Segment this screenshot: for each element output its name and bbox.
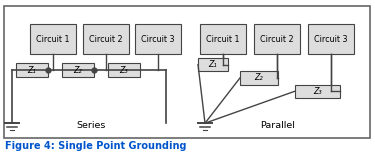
Text: Series: Series [76,121,106,130]
Bar [200,24,246,54]
Bar [30,24,76,54]
Bar [308,24,354,54]
Bar [108,63,140,77]
Text: Z₃: Z₃ [120,65,128,75]
Text: Z₂: Z₂ [255,73,263,82]
Bar [135,24,181,54]
Text: Figure 4: Single Point Grounding: Figure 4: Single Point Grounding [5,141,186,151]
Text: Circuit 1: Circuit 1 [206,35,240,44]
Bar [62,63,94,77]
Text: Parallel: Parallel [261,121,296,130]
Text: Z₁: Z₁ [209,60,218,69]
Bar [83,24,129,54]
Text: Circuit 3: Circuit 3 [141,35,175,44]
Text: Circuit 1: Circuit 1 [36,35,70,44]
Text: Circuit 2: Circuit 2 [260,35,294,44]
Bar [295,84,340,98]
Text: Circuit 2: Circuit 2 [89,35,123,44]
Text: Circuit 3: Circuit 3 [314,35,348,44]
Text: Z₃: Z₃ [313,87,322,96]
Bar [16,63,48,77]
Bar [254,24,300,54]
Text: Z₂: Z₂ [74,65,82,75]
Bar [198,58,228,71]
Bar [4,6,370,138]
Bar [240,71,278,84]
Text: Z₁: Z₁ [28,65,36,75]
